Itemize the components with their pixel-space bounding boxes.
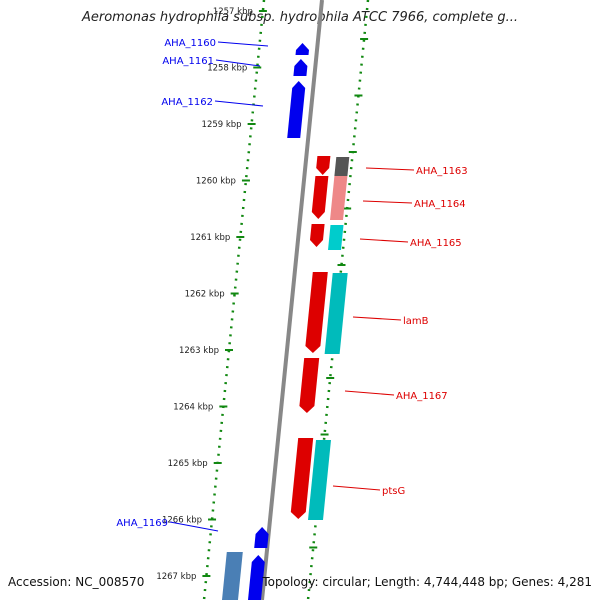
gene-arrow[interactable]	[293, 59, 308, 76]
tick-label: 1261 kbp	[190, 233, 230, 243]
gene-bar[interactable]	[308, 440, 331, 520]
gene-label[interactable]: AHA_1162	[161, 97, 213, 108]
gene-arrow[interactable]	[311, 176, 329, 219]
summary-text: Topology: circular; Length: 4,744,448 bp…	[262, 575, 592, 589]
gene-arrow[interactable]	[305, 272, 328, 353]
gene-label[interactable]: AHA_1164	[414, 199, 466, 210]
tick-label: 1260 kbp	[196, 177, 236, 187]
backbone-axis	[260, 0, 324, 600]
accession-text: Accession: NC_008570	[8, 575, 145, 589]
gene-arrow[interactable]	[316, 156, 331, 175]
map-title: Aeromonas hydrophila subsp. hydrophila A…	[81, 10, 519, 25]
tick-label: 1266 kbp	[162, 516, 202, 526]
gene-label[interactable]: AHA_1169	[116, 518, 168, 529]
tick-label: 1258 kbp	[207, 64, 247, 74]
tick-label: 1262 kbp	[185, 290, 225, 300]
tick-label: 1263 kbp	[179, 346, 219, 356]
tick-label: 1264 kbp	[173, 403, 213, 413]
gene-labels: AHA_1160 AHA_1161 AHA_1162 AHA_1163 AHA_1164…	[116, 38, 468, 532]
gene-label[interactable]: AHA_1161	[162, 56, 214, 67]
gene-bar[interactable]	[330, 176, 348, 220]
tick-label: 1257 kbp	[213, 7, 253, 17]
tick-label: 1259 kbp	[202, 120, 242, 130]
gene-arrow[interactable]	[290, 438, 314, 519]
gene-bar[interactable]	[328, 225, 344, 250]
gene-label[interactable]: AHA_1167	[396, 391, 448, 402]
gene-arrow[interactable]	[299, 358, 320, 413]
gene-label[interactable]: ptsG	[382, 486, 405, 497]
gene-arrow[interactable]	[295, 43, 310, 55]
features	[222, 43, 350, 600]
tick-label: 1265 kbp	[168, 459, 208, 469]
tick-label: 1267 kbp	[156, 572, 196, 582]
gene-arrow[interactable]	[254, 527, 269, 548]
gene-label[interactable]: lamB	[403, 316, 429, 327]
gene-arrow[interactable]	[310, 224, 325, 247]
gene-label[interactable]: AHA_1165	[410, 238, 462, 249]
gene-label[interactable]: AHA_1163	[416, 166, 468, 177]
gene-bar[interactable]	[334, 157, 350, 176]
gene-bar[interactable]	[324, 273, 348, 354]
gene-arrow[interactable]	[248, 555, 265, 600]
gene-arrow[interactable]	[287, 81, 306, 138]
gene-bar[interactable]	[222, 552, 243, 600]
gene-label[interactable]: AHA_1160	[164, 38, 216, 49]
